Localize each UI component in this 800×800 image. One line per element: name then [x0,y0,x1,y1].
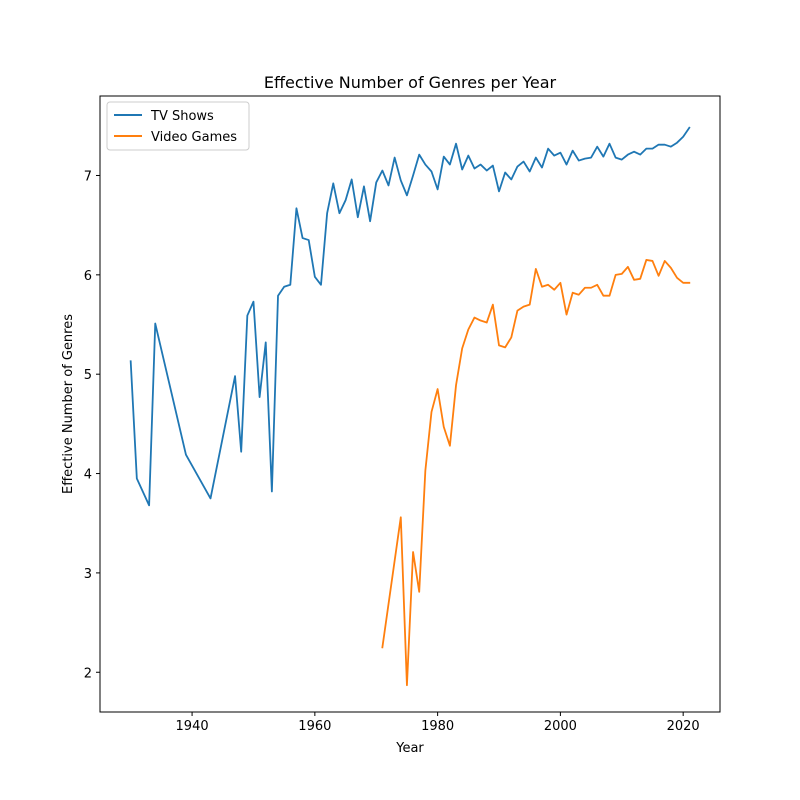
y-axis-label: Effective Number of Genres [61,314,76,494]
x-axis-label: Year [395,741,424,756]
x-tick-label: 1960 [298,719,331,734]
y-axis: 2 3 4 5 6 7 [84,169,100,681]
legend-label-video-games: Video Games [151,130,237,145]
y-tick-label: 2 [84,666,92,681]
x-tick-label: 2020 [667,719,700,734]
y-tick-label: 4 [84,468,92,483]
x-tick-label: 1980 [421,719,454,734]
x-axis: 1940 1960 1980 2000 2020 [176,712,700,734]
y-tick-label: 6 [84,269,92,284]
y-tick-label: 5 [84,368,92,383]
legend-box [106,101,250,151]
series-line-tv-shows [129,126,691,507]
x-tick-label: 2000 [544,719,577,734]
y-tick-label: 7 [84,169,92,184]
chart-title: Effective Number of Genres per Year [264,73,557,92]
series-layer [129,126,691,687]
x-tick-label: 1940 [176,719,209,734]
plot-area-frame [99,95,721,713]
legend-label-tv-shows: TV Shows [150,109,214,124]
series-line-video-games [381,259,691,687]
y-tick-label: 3 [84,567,92,582]
legend: TV Shows Video Games [106,101,250,151]
